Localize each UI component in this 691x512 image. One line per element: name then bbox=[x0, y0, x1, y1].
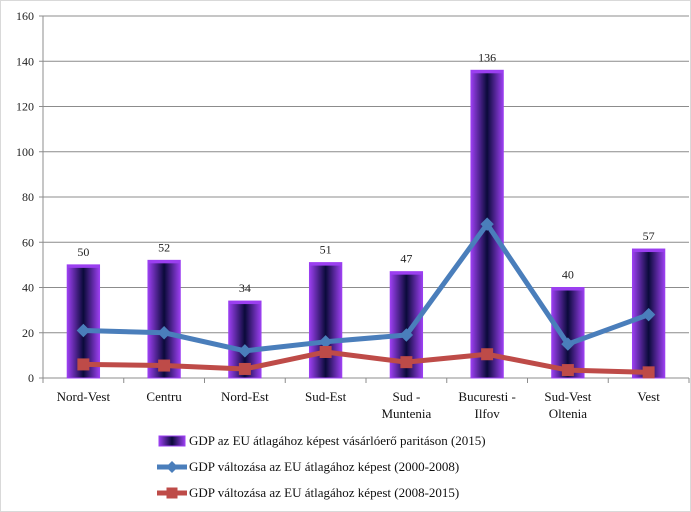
bar-data-label: 51 bbox=[320, 243, 332, 257]
bar-data-label: 52 bbox=[158, 240, 170, 254]
point-marker bbox=[238, 362, 251, 375]
x-tick-label: Oltenia bbox=[549, 406, 587, 421]
bar-cap bbox=[632, 249, 665, 253]
x-tick-label: Nord-Vest bbox=[57, 389, 111, 404]
legend-label: GDP változása az EU átlagához képest (20… bbox=[189, 485, 459, 500]
bar-data-label: 40 bbox=[562, 268, 574, 282]
y-tick-label: 100 bbox=[16, 145, 34, 159]
bar-cap bbox=[551, 287, 585, 291]
bar-cap bbox=[228, 301, 262, 305]
data-labels: 50 52 34 51 47 136 40 57 bbox=[77, 50, 654, 295]
bar bbox=[551, 287, 585, 379]
point-marker bbox=[561, 364, 574, 377]
y-tick-label: 60 bbox=[22, 235, 34, 249]
bar-data-label: 136 bbox=[478, 50, 496, 64]
bar-data-label: 34 bbox=[239, 281, 251, 295]
point-marker bbox=[642, 366, 655, 379]
point-marker bbox=[641, 307, 656, 322]
y-tick-label: 40 bbox=[22, 281, 34, 295]
bar-data-label: 50 bbox=[77, 245, 89, 259]
series-line bbox=[80, 349, 652, 375]
legend-item: GDP változása az EU átlagához képest (20… bbox=[157, 485, 459, 500]
gridlines bbox=[43, 15, 689, 334]
series-line bbox=[80, 221, 652, 354]
point-marker bbox=[480, 217, 494, 231]
x-tick-label: Nord-Est bbox=[221, 389, 269, 404]
point-marker bbox=[157, 326, 171, 340]
legend-label: GDP változása az EU átlagához képest (20… bbox=[189, 459, 459, 474]
point-marker bbox=[400, 356, 413, 369]
x-tick-label: Ilfov bbox=[474, 406, 500, 421]
legend-label: GDP az EU átlagához képest vásárlóerő pa… bbox=[189, 433, 486, 448]
y-tick-label: 0 bbox=[28, 371, 34, 385]
legend-swatch bbox=[158, 435, 186, 447]
x-tick-label: Vest bbox=[637, 389, 660, 404]
bar-cap bbox=[309, 262, 342, 266]
legend-item: GDP változása az EU átlagához képest (20… bbox=[157, 459, 459, 474]
point-marker bbox=[399, 328, 414, 342]
y-tick-label: 160 bbox=[16, 9, 34, 23]
point-marker bbox=[76, 323, 91, 338]
x-tick-label: Sud - bbox=[392, 389, 420, 404]
x-tick-label: Sud-Vest bbox=[544, 389, 591, 404]
point-marker bbox=[158, 359, 171, 372]
bar-cap bbox=[470, 70, 504, 74]
bar-data-label: 47 bbox=[400, 252, 412, 266]
bar bbox=[308, 262, 343, 379]
bar-series bbox=[66, 69, 666, 379]
y-tick-label: 120 bbox=[16, 100, 34, 114]
legend-marker bbox=[166, 461, 178, 473]
point-marker bbox=[319, 345, 332, 358]
y-tick-label: 20 bbox=[22, 326, 34, 340]
x-tick-label: Sud-Est bbox=[305, 389, 347, 404]
point-marker bbox=[77, 358, 90, 371]
legend-item: GDP az EU átlagához képest vásárlóerő pa… bbox=[158, 433, 486, 448]
bar-cap bbox=[390, 271, 423, 275]
axes: 0 20 40 60 80 100 120 140 160 Nord-Vest Centru Nord… bbox=[16, 9, 690, 421]
x-tick-label: Bucuresti - bbox=[458, 389, 515, 404]
bar-cap bbox=[67, 264, 100, 268]
point-marker bbox=[481, 348, 494, 361]
x-tick-label: Centru bbox=[146, 389, 182, 404]
bar-data-label: 57 bbox=[643, 229, 655, 243]
x-tick-label: Muntenia bbox=[381, 406, 431, 421]
bar-cap bbox=[147, 260, 181, 264]
legend-marker bbox=[166, 487, 178, 499]
point-marker bbox=[561, 337, 575, 351]
line-series bbox=[76, 217, 656, 379]
y-tick-label: 80 bbox=[22, 190, 34, 204]
y-tick-label: 140 bbox=[16, 54, 34, 68]
point-marker bbox=[238, 344, 252, 358]
legend: GDP az EU átlagához képest vásárlóerő pa… bbox=[157, 433, 486, 500]
